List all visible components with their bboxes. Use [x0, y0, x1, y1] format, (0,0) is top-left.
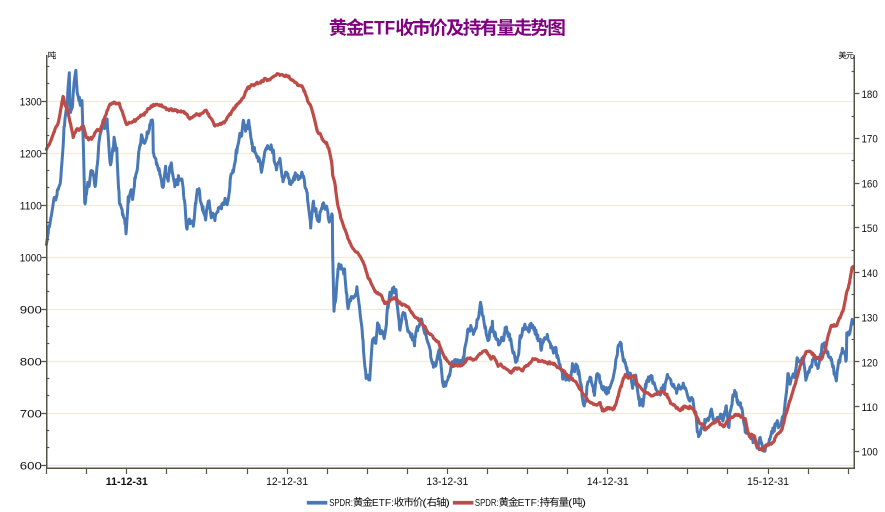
- svg-text:15-12-31: 15-12-31: [747, 476, 789, 488]
- svg-text:1100: 1100: [20, 201, 42, 213]
- svg-text:1300: 1300: [20, 97, 42, 109]
- svg-text:900: 900: [20, 305, 42, 317]
- svg-text:150: 150: [862, 223, 878, 235]
- svg-text:140: 140: [862, 268, 878, 280]
- svg-text:100: 100: [862, 447, 878, 459]
- svg-text:): ): [446, 498, 450, 509]
- svg-text:11-12-31: 11-12-31: [106, 476, 148, 488]
- svg-text:ETF:: ETF:: [518, 498, 540, 509]
- svg-text:130: 130: [862, 313, 878, 325]
- svg-text:ETF: ETF: [363, 18, 396, 39]
- svg-text:1200: 1200: [20, 149, 42, 161]
- svg-text:13-12-31: 13-12-31: [426, 476, 468, 488]
- svg-text:SPDR:: SPDR:: [329, 498, 353, 509]
- svg-text:180: 180: [862, 89, 878, 101]
- svg-text:(: (: [568, 498, 573, 509]
- svg-text:SPDR:: SPDR:: [475, 498, 499, 509]
- svg-text:600: 600: [20, 461, 42, 473]
- svg-text:160: 160: [862, 178, 878, 190]
- svg-text:): ): [582, 498, 586, 509]
- svg-text:14-12-31: 14-12-31: [587, 476, 629, 488]
- svg-text:700: 700: [20, 409, 42, 421]
- svg-text:12-12-31: 12-12-31: [266, 476, 308, 488]
- svg-text:ETF:: ETF:: [372, 498, 394, 509]
- svg-text:1000: 1000: [20, 253, 42, 265]
- svg-text:170: 170: [862, 134, 878, 146]
- svg-text:110: 110: [862, 402, 878, 414]
- svg-text:(: (: [422, 498, 427, 509]
- svg-text:800: 800: [20, 357, 42, 369]
- svg-text:120: 120: [862, 357, 878, 369]
